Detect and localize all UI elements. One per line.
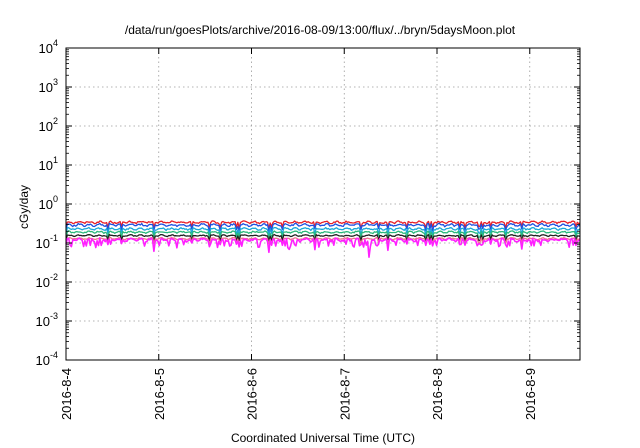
x-tick-label: 2016-8-7 bbox=[337, 368, 352, 420]
series-line bbox=[65, 220, 581, 230]
x-tick-label: 2016-8-5 bbox=[152, 368, 167, 420]
x-tick-label: 2016-8-4 bbox=[59, 368, 74, 420]
series-line bbox=[65, 222, 581, 232]
y-tick-label: 10-3 bbox=[36, 311, 58, 329]
grid bbox=[66, 48, 580, 360]
y-tick-label: 100 bbox=[39, 194, 58, 212]
series-line bbox=[65, 230, 581, 239]
y-tick-label: 10-2 bbox=[36, 272, 58, 290]
y-tick-label: 104 bbox=[39, 38, 58, 56]
series-line bbox=[65, 237, 581, 259]
x-tick-label: 2016-8-6 bbox=[245, 368, 260, 420]
ticks bbox=[65, 47, 580, 361]
y-tick-labels: 10-4 10-3 10-2 10-1 100 101 102 103 104 bbox=[36, 38, 58, 368]
y-axis-label: cGy/day bbox=[17, 185, 31, 229]
y-tick-label: 10-4 bbox=[36, 350, 58, 368]
x-tick-label: 2016-8-8 bbox=[430, 368, 445, 420]
series-group bbox=[65, 220, 581, 259]
y-tick-label: 101 bbox=[39, 155, 58, 173]
y-tick-label: 103 bbox=[39, 77, 58, 95]
y-tick-label: 10-1 bbox=[36, 233, 58, 251]
x-tick-labels: 2016-8-4 2016-8-5 2016-8-6 2016-8-7 2016-8-8… bbox=[59, 368, 538, 420]
y-tick-label: 102 bbox=[39, 116, 58, 134]
series-line bbox=[65, 226, 581, 236]
x-tick-label: 2016-8-9 bbox=[523, 368, 538, 420]
series-line bbox=[65, 233, 581, 242]
chart-title: /data/run/goesPlots/archive/2016-08-09/1… bbox=[125, 23, 516, 37]
x-axis-label: Coordinated Universal Time (UTC) bbox=[231, 431, 415, 445]
